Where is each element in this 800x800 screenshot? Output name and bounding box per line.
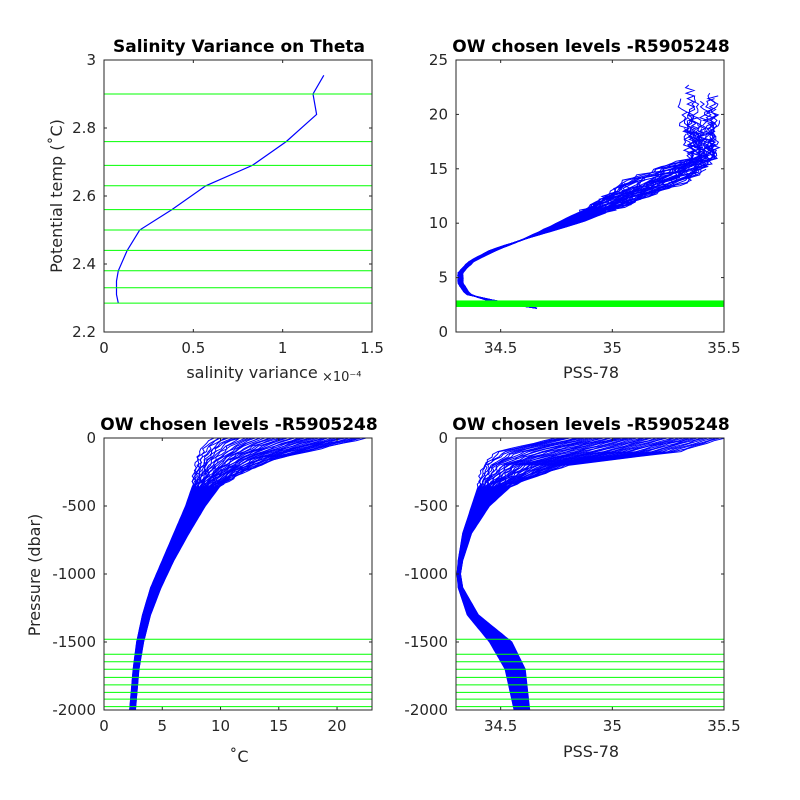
y-tick-label-br: -2000	[404, 701, 448, 719]
profile-strand-tr	[460, 95, 703, 309]
variance-line-tl	[115, 74, 325, 304]
y-tick-label-br: -500	[414, 497, 448, 515]
profile-strand-tr	[457, 95, 719, 309]
x-tick-label-bl: 5	[157, 717, 167, 735]
profile-strand-bl	[135, 438, 367, 710]
y-axis-label-tl: Potential temp (˚C)	[47, 119, 66, 273]
x-tick-label-br: 35.5	[707, 717, 740, 735]
y-tick-label-bl: -1500	[52, 633, 96, 651]
y-tick-label-tr: 0	[438, 323, 448, 341]
level-band-tr	[456, 300, 724, 307]
y-tick-label-tr: 10	[429, 214, 448, 232]
x-tick-label-bl: 20	[327, 717, 346, 735]
x-tick-label-br: 34.5	[484, 717, 517, 735]
y-tick-label-bl: -1000	[52, 565, 96, 583]
y-tick-label-tr: 20	[429, 105, 448, 123]
y-tick-label-tl: 3	[86, 51, 96, 69]
x-tick-label-tl: 0	[99, 339, 109, 357]
y-tick-label-tr: 5	[438, 269, 448, 287]
profile-strand-tr	[459, 100, 705, 309]
profile-strand-tr	[461, 133, 693, 309]
y-tick-label-tl: 2.8	[72, 119, 96, 137]
chart-title-br: OW chosen levels -R5905248	[452, 415, 729, 435]
x-tick-label-tr: 35	[603, 339, 622, 357]
profile-strands-bl	[129, 438, 367, 710]
x-tick-label-tl: 0.5	[181, 339, 205, 357]
x-exponent-label-tl: ×10⁻⁴	[322, 370, 362, 385]
chart-title-tr: OW chosen levels -R5905248	[452, 37, 729, 57]
profile-strand-tr	[460, 84, 704, 309]
x-tick-label-tr: 34.5	[484, 339, 517, 357]
plot-body-tr	[456, 84, 724, 309]
y-tick-label-br: -1500	[404, 633, 448, 651]
chart-title-tl: Salinity Variance on Theta	[113, 37, 365, 57]
profile-strands-tr	[457, 84, 721, 309]
y-tick-label-br: -1000	[404, 565, 448, 583]
axes-frame-tl	[103, 59, 373, 333]
profile-strand-tr	[457, 98, 717, 309]
profile-strand-tr	[461, 98, 695, 309]
y-tick-label-br: 0	[438, 429, 448, 447]
panel-salinity-variance: 0 0.5 1 1.5 2.2 2.4 2.6 2.8 3 Salinity Variance …	[47, 37, 384, 385]
plot-area-tl: 0 0.5 1 1.5 2.2 2.4 2.6 2.8 3	[72, 51, 384, 357]
panel-pressure-salinity: 34.5 35 35.5 -2000 -1500 -1000 -500 0 OW chosen…	[404, 415, 740, 761]
profile-strand-tr	[457, 168, 707, 309]
y-tick-label-tl: 2.4	[72, 255, 96, 273]
plot-area-tr: 34.5 35 35.5 0 5 10 15 20 25	[429, 51, 741, 357]
x-tick-label-bl: 15	[269, 717, 288, 735]
x-tick-label-br: 35	[603, 717, 622, 735]
x-tick-label-tl: 1	[278, 339, 288, 357]
x-tick-label-bl: 10	[211, 717, 230, 735]
y-tick-label-tl: 2.6	[72, 187, 96, 205]
y-tick-label-bl: -500	[62, 497, 96, 515]
profile-strand-tr	[460, 114, 699, 309]
x-tick-label-tr: 35.5	[707, 339, 740, 357]
profile-strand-tr	[458, 161, 703, 309]
y-tick-label-tr: 15	[429, 160, 448, 178]
panel-theta-salinity: 34.5 35 35.5 0 5 10 15 20 25 OW chosen levels -R…	[429, 37, 741, 382]
x-axis-label-bl: ˚C	[229, 747, 248, 766]
y-tick-label-bl: -2000	[52, 701, 96, 719]
plot-body-tl	[104, 74, 372, 304]
plot-body-bl	[104, 438, 372, 710]
y-tick-label-tl: 2.2	[72, 323, 96, 341]
x-axis-label-tr: PSS-78	[563, 363, 619, 382]
panel-pressure-temperature: 0 5 10 15 20 -2000 -1500 -1000 -500 0 OW chosen l…	[25, 415, 378, 766]
profile-strand-br	[459, 438, 724, 710]
plot-area-br: 34.5 35 35.5 -2000 -1500 -1000 -500 0	[404, 429, 740, 735]
x-axis-label-tl: salinity variance	[186, 363, 317, 382]
y-tick-label-tr: 25	[429, 51, 448, 69]
plot-body-br	[456, 438, 724, 710]
chart-title-bl: OW chosen levels -R5905248	[100, 415, 377, 435]
x-tick-label-tl: 1.5	[360, 339, 384, 357]
y-tick-label-bl: 0	[86, 429, 96, 447]
x-tick-label-bl: 0	[99, 717, 109, 735]
x-axis-label-br: PSS-78	[563, 742, 619, 761]
plot-area-bl: 0 5 10 15 20 -2000 -1500 -1000 -500 0	[52, 429, 373, 735]
y-axis-label-bl: Pressure (dbar)	[25, 514, 44, 637]
profile-strand-tr	[458, 100, 712, 309]
axes-frame-tr	[455, 59, 725, 333]
